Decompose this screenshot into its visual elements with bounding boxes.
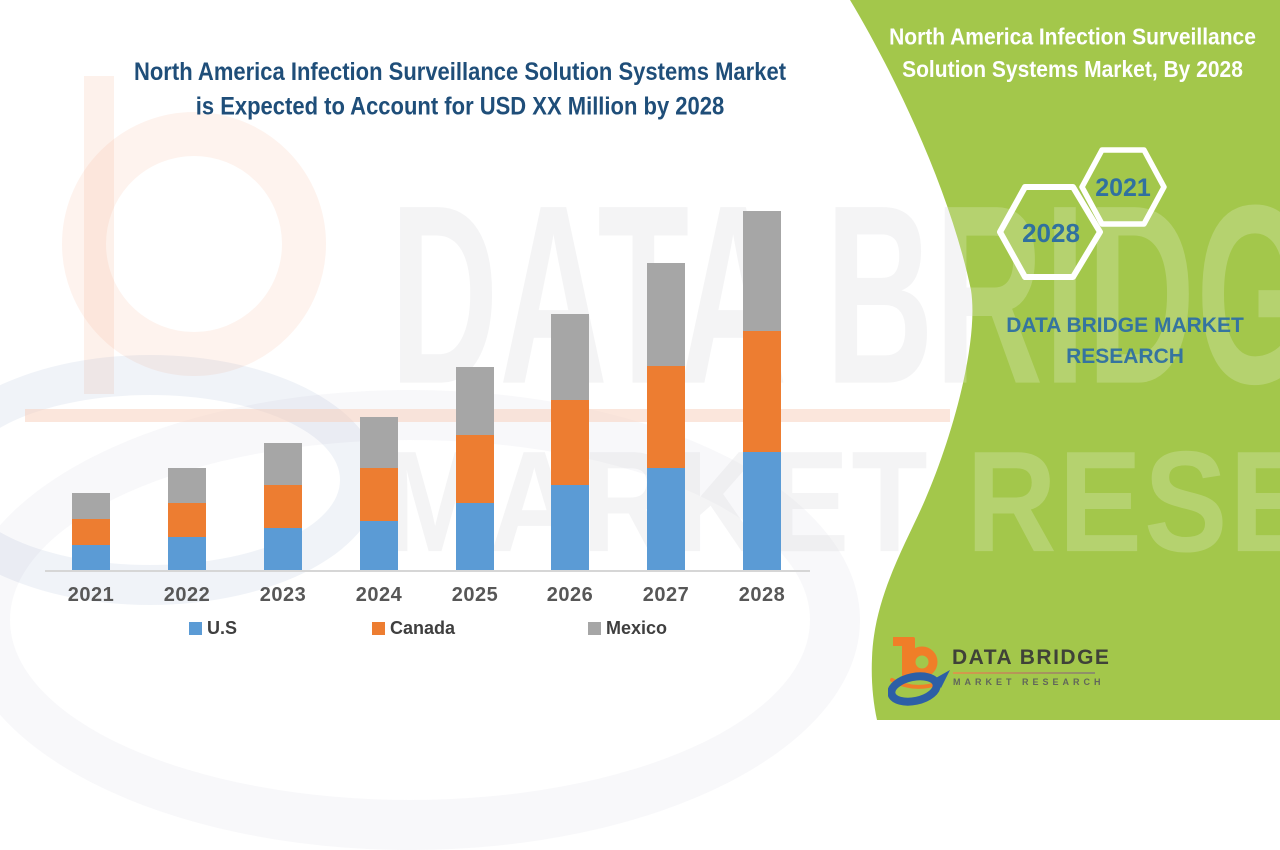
bar-segment-2022-canada xyxy=(168,503,206,537)
bar-segment-2024-us xyxy=(360,521,398,571)
bar-segment-2027-us xyxy=(647,468,685,571)
bar-segment-2025-us xyxy=(456,503,494,571)
green-diagonal-panel xyxy=(850,0,1280,720)
bar-segment-2026-us xyxy=(551,485,589,571)
legend-item-canada: Canada xyxy=(372,618,455,639)
x-axis-label-2021: 2021 xyxy=(67,584,115,606)
legend-swatch-us xyxy=(189,622,202,635)
legend-swatch-canada xyxy=(372,622,385,635)
bar-segment-2028-mexico xyxy=(743,211,781,331)
bar-segment-2024-canada xyxy=(360,468,398,521)
legend-item-us: U.S xyxy=(189,618,237,639)
chart-area: North America Infection Surveillance Sol… xyxy=(40,54,880,639)
legend-swatch-mexico xyxy=(588,622,601,635)
bar-segment-2025-canada xyxy=(456,435,494,503)
green-panel-shape xyxy=(850,0,1280,720)
bar-segment-2022-mexico xyxy=(168,468,206,503)
bar-segment-2025-mexico xyxy=(456,367,494,435)
bar-segment-2026-mexico xyxy=(551,314,589,400)
legend-label-us: U.S xyxy=(207,618,238,638)
bar-segment-2022-us xyxy=(168,537,206,571)
bar-segment-2026-canada xyxy=(551,400,589,485)
chart-title-line2: is Expected to Account for USD XX Millio… xyxy=(195,92,725,121)
bar-segment-2021-us xyxy=(72,545,110,571)
x-axis-label-2026: 2026 xyxy=(546,584,594,606)
chart-title: North America Infection Surveillance Sol… xyxy=(40,54,880,123)
x-axis-label-2024: 2024 xyxy=(355,584,403,606)
bar-segment-2023-mexico xyxy=(264,443,302,485)
bar-segment-2023-canada xyxy=(264,485,302,528)
bar-segment-2027-canada xyxy=(647,366,685,468)
bar-segment-2021-mexico xyxy=(72,493,110,519)
x-axis-label-2022: 2022 xyxy=(163,584,211,606)
legend-label-canada: Canada xyxy=(390,618,456,638)
x-axis-label-2025: 2025 xyxy=(451,584,499,606)
x-axis-label-2023: 2023 xyxy=(259,584,307,606)
x-axis-line xyxy=(45,570,810,572)
bar-segment-2024-mexico xyxy=(360,417,398,468)
chart-title-line1: North America Infection Surveillance Sol… xyxy=(133,57,787,86)
bar-segment-2021-canada xyxy=(72,519,110,545)
bar-segment-2028-us xyxy=(743,452,781,571)
bar-segment-2023-us xyxy=(264,528,302,571)
x-axis-label-2028: 2028 xyxy=(738,584,786,606)
x-axis-label-2027: 2027 xyxy=(642,584,690,606)
bar-segment-2027-mexico xyxy=(647,263,685,366)
bar-segment-2028-canada xyxy=(743,331,781,452)
legend-item-mexico: Mexico xyxy=(588,618,667,639)
legend-label-mexico: Mexico xyxy=(606,618,668,638)
